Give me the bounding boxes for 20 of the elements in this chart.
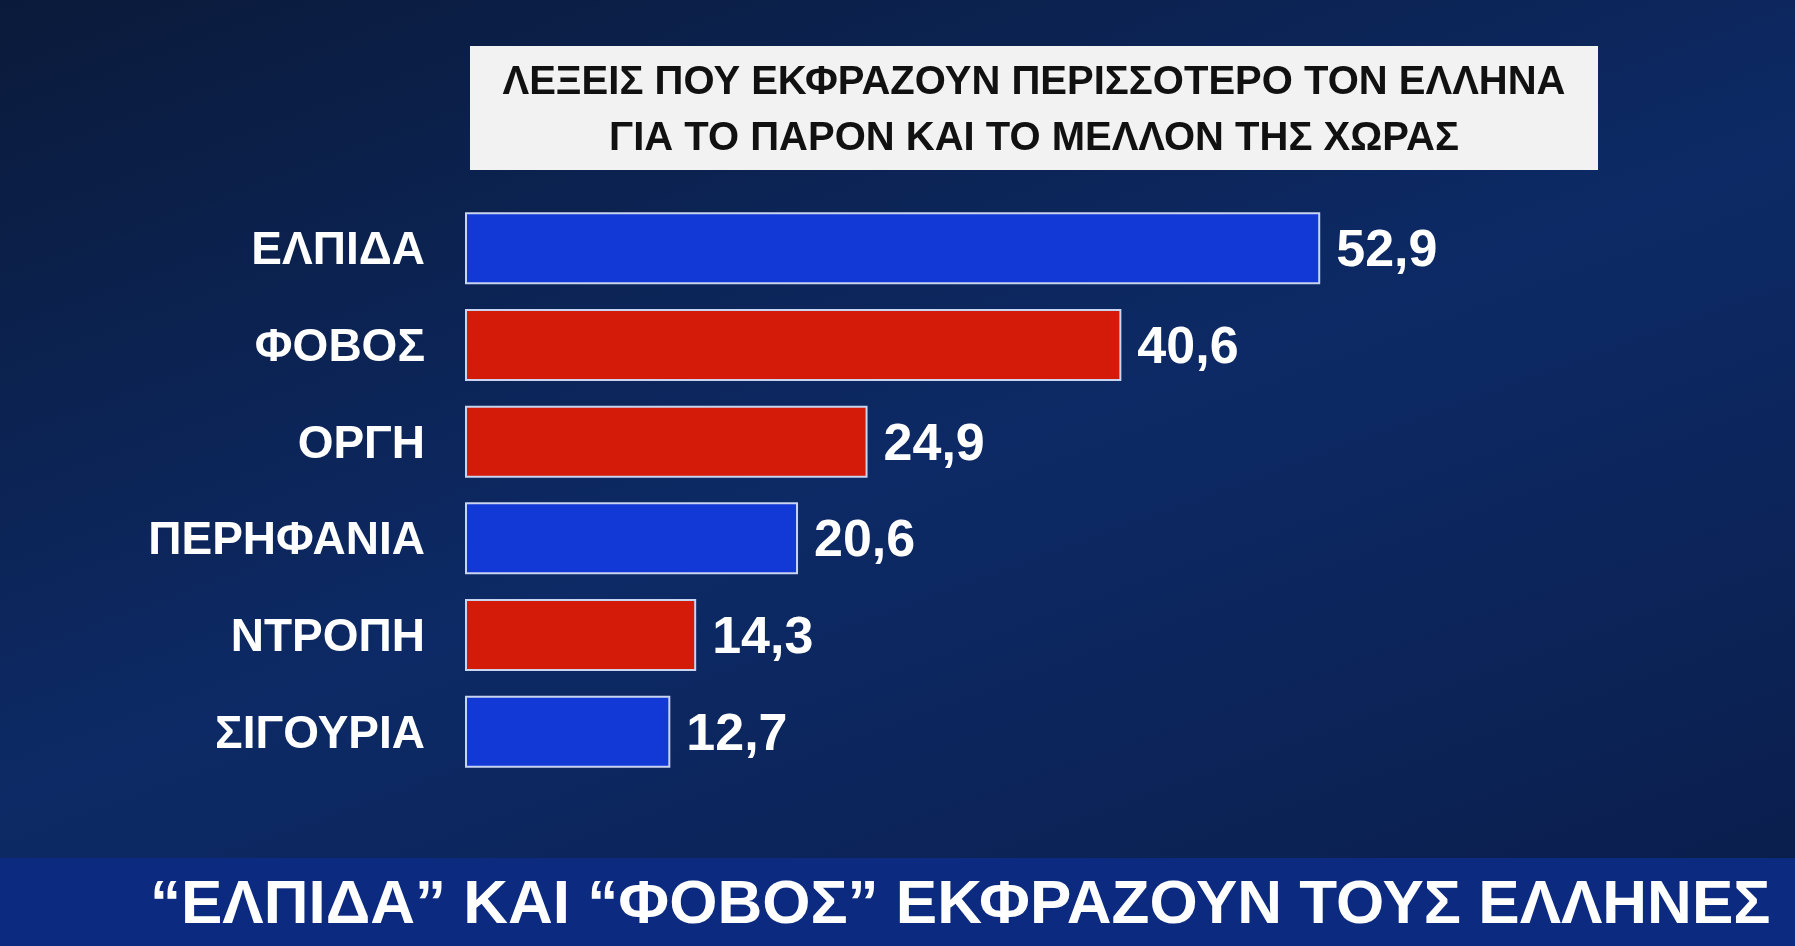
data-label: 24,9 (883, 412, 985, 471)
data-label: 14,3 (712, 606, 814, 664)
data-label: 20,6 (814, 509, 916, 568)
bar (465, 695, 671, 768)
data-label: 52,9 (1336, 219, 1438, 278)
text: “ΕΛΠΙΔΑ” ΚΑΙ “ΦΟΒΟΣ” ΕΚΦΡΑΖΟΥΝ ΤΟΥΣ ΕΛΛΗΝΕΣ (0, 858, 1795, 946)
data-label: 40,6 (1137, 316, 1239, 374)
y-tick-label: ΦΟΒΟΣ (254, 319, 425, 371)
y-tick-label: ΠΕΡΗΦΑΝΙΑ (148, 512, 425, 565)
bar (465, 599, 697, 671)
bar (465, 405, 868, 478)
bar (465, 212, 1321, 285)
y-tick-label: ΝΤΡΟΠΗ (230, 609, 425, 661)
bar (465, 309, 1122, 381)
y-tick-label: ΣΙΓΟΥΡΙΑ (215, 705, 425, 758)
y-tick-label: ΕΛΠΙΔΑ (251, 222, 425, 275)
bar (465, 502, 799, 575)
data-label: 12,7 (686, 702, 788, 761)
chart-title: ΛΕΞΕΙΣ ΠΟΥ ΕΚΦΡΑΖΟΥΝ ΠΕΡΙΣΣΟΤΕΡΟ ΤΟΝ ΕΛΛΗΝΑ ΓΙΑ ΤΟ ΠΑΡΟΝ ΚΑΙ ΤΟ ΜΕΛΛΟΝ ΤΗΣ ΧΩΡΑΣ (470, 46, 1598, 170)
y-tick-label: ΟΡΓΗ (297, 415, 425, 468)
